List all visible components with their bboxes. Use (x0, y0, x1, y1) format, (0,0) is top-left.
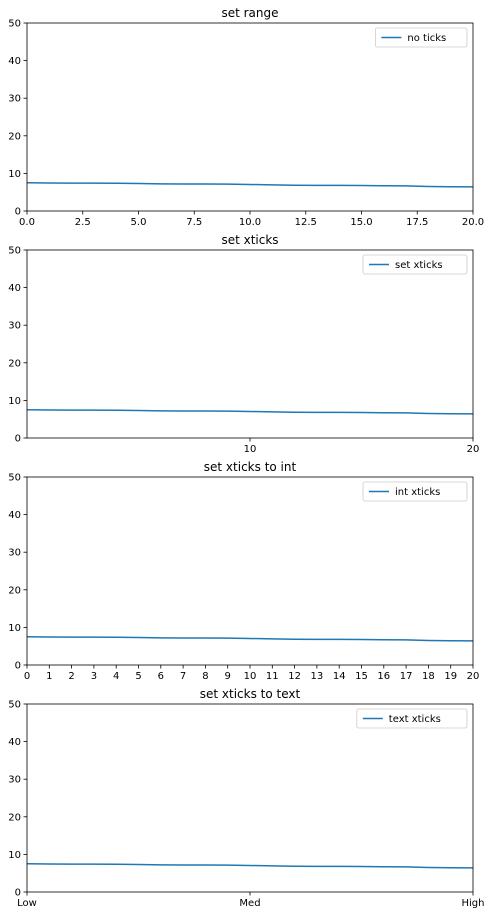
subplot-1: set range 0 10 20 30 40 50 0.0 2.5 5.0 7.5 10.0 12.5… (8, 6, 484, 228)
x-tick-label: 2 (68, 671, 74, 682)
legend-box (362, 481, 468, 502)
series-line (26, 182, 474, 188)
y-tick-label: 20 (8, 812, 21, 823)
legend-box (374, 27, 468, 48)
series-line (26, 863, 474, 869)
x-tick-label: Low (17, 898, 37, 909)
y-tick-label: 40 (8, 510, 21, 521)
x-tick-label: Med (239, 898, 260, 909)
x-tick-label: 17 (400, 671, 413, 682)
subplot-2: set xticks 0 10 20 30 40 50 10 20 set xticks (8, 233, 479, 455)
y-tick-label: 50 (8, 700, 21, 711)
y-tick-label: 30 (8, 548, 21, 559)
y-tick-label: 20 (8, 131, 21, 142)
y-tick-label: 0 (15, 661, 21, 672)
legend: set xticks (362, 254, 468, 275)
y-tick-label: 10 (8, 396, 21, 407)
y-tick-label: 20 (8, 358, 21, 369)
x-tick-label: 18 (422, 671, 435, 682)
y-tick-label: 30 (8, 321, 21, 332)
x-tick-label: 5.0 (131, 217, 147, 228)
legend-label: int xticks (395, 487, 440, 498)
x-tick-label: 7 (180, 671, 186, 682)
y-tick-label: 0 (15, 888, 21, 899)
subplot-title: set xticks (221, 233, 278, 247)
y-tick-label: 10 (8, 169, 21, 180)
x-tick-label: 11 (266, 671, 279, 682)
y-tick-label: 10 (8, 850, 21, 861)
legend: text xticks (356, 708, 468, 729)
x-tick-label: 12.5 (295, 217, 317, 228)
x-tick-label: 14 (333, 671, 346, 682)
x-tick-label: 9 (225, 671, 231, 682)
x-tick-label: 12 (288, 671, 301, 682)
x-tick-label: 17.5 (406, 217, 428, 228)
y-tick-label: 40 (8, 737, 21, 748)
legend-box (362, 254, 468, 275)
series-line (26, 409, 474, 415)
y-tick-label: 40 (8, 56, 21, 67)
legend-label: no ticks (407, 33, 446, 44)
y-tick-label: 40 (8, 283, 21, 294)
y-tick-label: 30 (8, 775, 21, 786)
y-tick-label: 50 (8, 473, 21, 484)
x-tick-label: 5 (135, 671, 141, 682)
x-tick-label: 15 (355, 671, 368, 682)
x-tick-label: 20 (467, 444, 480, 455)
x-tick-label: 10 (244, 444, 257, 455)
y-tick-label: 30 (8, 94, 21, 105)
x-tick-label: 0 (24, 671, 30, 682)
x-tick-label: 4 (113, 671, 119, 682)
x-tick-label: 13 (311, 671, 324, 682)
y-tick-label: 0 (15, 434, 21, 445)
x-tick-label: 10.0 (239, 217, 261, 228)
x-tick-label: High (462, 898, 485, 909)
legend: int xticks (362, 481, 468, 502)
x-tick-label: 10 (244, 671, 257, 682)
subplot-title: set xticks to text (200, 687, 301, 701)
x-tick-label: 20 (467, 671, 480, 682)
subplot-title: set xticks to int (204, 460, 297, 474)
series-line (26, 636, 474, 642)
legend: no ticks (374, 27, 468, 48)
x-tick-label: 0.0 (19, 217, 35, 228)
x-tick-label: 1 (46, 671, 52, 682)
x-tick-label: 2.5 (75, 217, 91, 228)
y-tick-label: 20 (8, 585, 21, 596)
y-tick-label: 10 (8, 623, 21, 634)
legend-label: set xticks (395, 260, 443, 271)
x-tick-label: 8 (202, 671, 208, 682)
x-tick-label: 20.0 (462, 217, 484, 228)
legend-label: text xticks (389, 714, 441, 725)
x-tick-label: 19 (444, 671, 457, 682)
subplot-4: set xticks to text 0 10 20 30 40 50 Low Med High t… (8, 687, 484, 909)
x-tick-label: 7.5 (186, 217, 202, 228)
legend-box (356, 708, 468, 729)
y-tick-label: 50 (8, 19, 21, 30)
y-tick-label: 50 (8, 246, 21, 257)
x-tick-label: 6 (158, 671, 164, 682)
x-tick-label: 15.0 (350, 217, 372, 228)
x-tick-label: 3 (91, 671, 97, 682)
x-tick-label: 16 (377, 671, 390, 682)
y-tick-label: 0 (15, 207, 21, 218)
subplot-title: set range (221, 6, 278, 20)
